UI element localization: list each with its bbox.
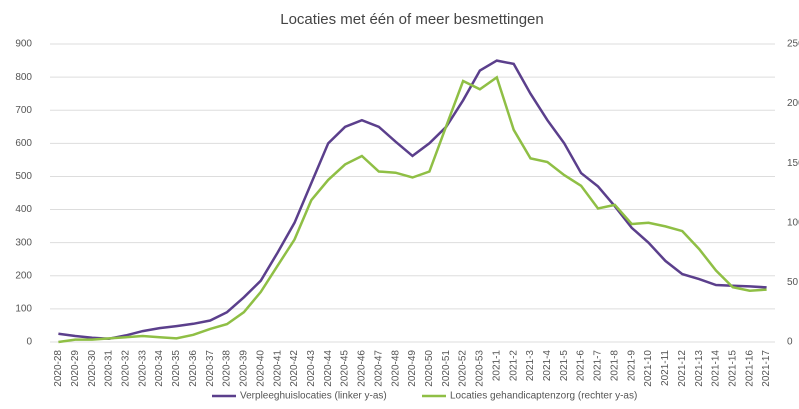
x-tick-label: 2020-31 [104,350,115,387]
x-tick-label: 2020-53 [475,350,486,387]
x-tick-label: 2020-45 [340,350,351,387]
x-tick-label: 2020-38 [222,350,233,387]
y-tick-label: 0 [26,337,32,348]
x-tick-label: 2021-8 [609,350,620,382]
x-tick-label: 2021-5 [559,350,570,382]
x-tick-label: 2020-49 [407,350,418,387]
x-tick-label: 2021-9 [626,350,637,382]
x-tick-label: 2020-46 [357,350,368,387]
x-tick-label: 2021-15 [727,350,738,387]
y2-tick-label: 50 [787,277,799,288]
y-tick-label: 100 [15,304,32,315]
x-tick-label: 2020-28 [53,350,64,387]
series-line [58,75,767,344]
y2-tick-label: 200 [787,98,799,109]
x-tick-label: 2020-40 [255,350,266,387]
x-tick-label: 2020-30 [87,350,98,387]
x-tick-label: 2020-51 [441,350,452,387]
x-tick-label: 2020-29 [70,350,81,387]
y2-tick-label: 100 [787,217,799,228]
x-tick-label: 2021-12 [677,350,688,387]
x-tick-label: 2021-2 [508,350,519,382]
x-tick-label: 2021-4 [542,350,553,382]
legend-label: Locaties gehandicaptenzorg (rechter y-as… [450,391,637,402]
x-tick-label: 2021-13 [694,350,705,387]
x-tick-label: 2021-16 [744,350,755,387]
x-tick-label: 2021-1 [491,350,502,382]
x-tick-label: 2021-6 [576,350,587,382]
y-tick-label: 600 [15,138,32,149]
x-tick-label: 2020-42 [289,350,300,387]
x-tick-label: 2020-36 [188,350,199,387]
x-tick-label: 2020-32 [121,350,132,387]
x-tick-label: 2021-14 [711,350,722,387]
y-tick-label: 300 [15,237,32,248]
x-tick-label: 2021-7 [593,350,604,382]
y-tick-label: 400 [15,204,32,215]
x-tick-label: 2021-3 [525,350,536,382]
x-tick-label: 2020-47 [373,350,384,387]
x-tick-label: 2021-10 [643,350,654,387]
x-tick-label: 2020-34 [154,350,165,387]
x-tick-label: 2020-48 [390,350,401,387]
x-tick-label: 2020-52 [458,350,469,387]
series-line [58,59,767,340]
x-tick-label: 2020-37 [205,350,216,387]
y-tick-label: 200 [15,270,32,281]
x-tick-label: 2020-33 [137,350,148,387]
y-tick-label: 900 [15,39,32,50]
x-tick-label: 2021-17 [761,350,772,387]
x-tick-label: 2020-43 [306,350,317,387]
y-tick-label: 700 [15,105,32,116]
y2-tick-label: 150 [787,158,799,169]
chart-title: Locaties met één of meer besmettingen [280,11,543,28]
y2-tick-label: 250 [787,39,799,50]
y2-tick-label: 0 [787,337,793,348]
x-tick-label: 2020-35 [171,350,182,387]
y-tick-label: 500 [15,171,32,182]
x-tick-label: 2020-50 [424,350,435,387]
x-tick-label: 2020-41 [272,350,283,387]
x-tick-label: 2020-44 [323,350,334,387]
y-tick-label: 800 [15,72,32,83]
x-tick-label: 2021-11 [660,350,671,386]
legend-label: Verpleeghuislocaties (linker y-as) [240,391,387,402]
x-tick-label: 2020-39 [239,350,250,387]
